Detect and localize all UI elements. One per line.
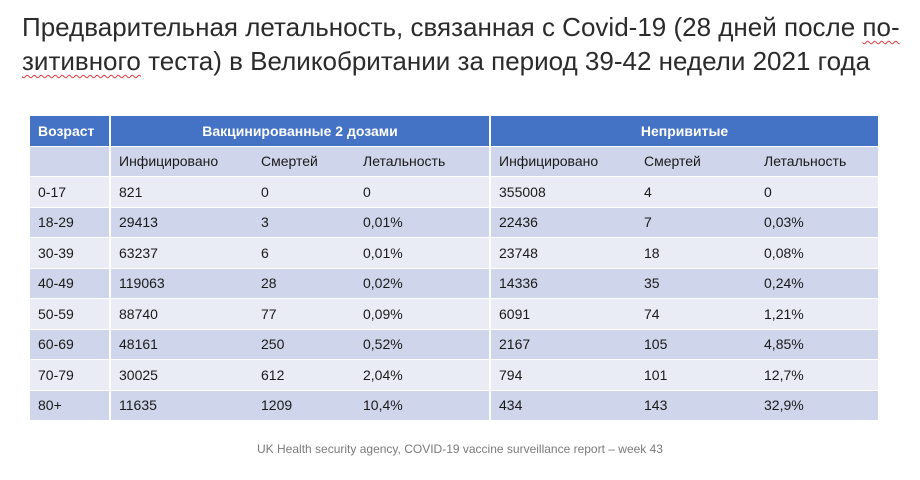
table-row: 30-39 63237 6 0,01% 23748 18 0,08%: [30, 237, 879, 269]
unvaccinated-deaths-cell: 4: [636, 176, 757, 208]
vaccinated-lethality-cell: 0,01%: [355, 237, 492, 269]
empty-header-cell: [30, 146, 111, 177]
unvaccinated-deaths-cell: 101: [636, 359, 757, 391]
unvaccinated-lethality-cell: 32,9%: [756, 390, 879, 421]
title-line-1: Предварительная летальность, связанная с…: [22, 10, 902, 44]
vaccinated-lethality-cell: 0,02%: [355, 268, 492, 299]
unvaccinated-lethality-cell: 0: [756, 176, 879, 208]
vaccinated-infected-header: Инфицировано: [110, 146, 253, 177]
unvaccinated-lethality-cell: 12,7%: [756, 359, 879, 391]
title-hyphenated-word: по-: [862, 12, 900, 42]
unvaccinated-infected-cell: 6091: [490, 298, 637, 330]
vaccinated-lethality-cell: 0,01%: [355, 207, 492, 238]
table-row: 50-59 88740 77 0,09% 6091 74 1,21%: [30, 298, 879, 330]
source-caption: UK Health security agency, COVID-19 vacc…: [257, 442, 663, 456]
unvaccinated-deaths-cell: 18: [636, 237, 757, 269]
unvaccinated-infected-cell: 794: [490, 359, 637, 391]
vaccinated-lethality-cell: 10,4%: [355, 390, 492, 421]
unvaccinated-lethality-cell: 4,85%: [756, 329, 879, 360]
age-cell: 30-39: [30, 237, 111, 269]
unvaccinated-infected-header: Инфицировано: [490, 146, 637, 177]
vaccinated-infected-cell: 11635: [110, 390, 253, 421]
unvaccinated-deaths-cell: 35: [636, 268, 757, 299]
table-row: 70-79 30025 612 2,04% 794 101 12,7%: [30, 359, 879, 391]
unvaccinated-deaths-header: Смертей: [636, 146, 757, 177]
unvaccinated-lethality-cell: 0,08%: [756, 237, 879, 269]
vaccinated-lethality-cell: 0,52%: [355, 329, 492, 360]
table-column-header-row: Инфицировано Смертей Летальность Инфицир…: [30, 146, 879, 177]
vaccinated-infected-cell: 821: [110, 176, 253, 208]
vaccinated-lethality-header: Летальность: [355, 146, 492, 177]
unvaccinated-infected-cell: 23748: [490, 237, 637, 269]
title-text: Предварительная летальность, связанная с…: [22, 12, 863, 42]
page-title: Предварительная летальность, связанная с…: [22, 10, 902, 78]
unvaccinated-infected-cell: 22436: [490, 207, 637, 238]
vaccinated-deaths-cell: 77: [253, 298, 355, 330]
lethality-table: Возраст Вакцинированные 2 дозами Неприви…: [30, 116, 879, 421]
vaccinated-infected-cell: 48161: [110, 329, 253, 360]
unvaccinated-deaths-cell: 7: [636, 207, 757, 238]
title-line-2: зитивного теста) в Великобритании за пер…: [22, 44, 902, 78]
age-cell: 60-69: [30, 329, 111, 360]
age-cell: 18-29: [30, 207, 111, 238]
title-hyphenated-word: зитивного: [22, 46, 141, 76]
vaccinated-group-header: Вакцинированные 2 дозами: [110, 116, 492, 147]
vaccinated-deaths-header: Смертей: [253, 146, 355, 177]
unvaccinated-group-header: Непривитые: [490, 116, 879, 147]
vaccinated-infected-cell: 119063: [110, 268, 253, 299]
table-group-header-row: Возраст Вакцинированные 2 дозами Неприви…: [30, 116, 879, 147]
table-row: 80+ 11635 1209 10,4% 434 143 32,9%: [30, 390, 879, 421]
vaccinated-lethality-cell: 0,09%: [355, 298, 492, 330]
age-cell: 50-59: [30, 298, 111, 330]
vaccinated-infected-cell: 88740: [110, 298, 253, 330]
vaccinated-deaths-cell: 612: [253, 359, 355, 391]
vaccinated-deaths-cell: 6: [253, 237, 355, 269]
unvaccinated-lethality-cell: 0,24%: [756, 268, 879, 299]
unvaccinated-infected-cell: 434: [490, 390, 637, 421]
vaccinated-deaths-cell: 250: [253, 329, 355, 360]
vaccinated-deaths-cell: 0: [253, 176, 355, 208]
unvaccinated-deaths-cell: 143: [636, 390, 757, 421]
table-row: 18-29 29413 3 0,01% 22436 7 0,03%: [30, 207, 879, 238]
vaccinated-infected-cell: 29413: [110, 207, 253, 238]
age-cell: 40-49: [30, 268, 111, 299]
unvaccinated-deaths-cell: 105: [636, 329, 757, 360]
table-row: 0-17 821 0 0 355008 4 0: [30, 176, 879, 208]
vaccinated-lethality-cell: 0: [355, 176, 492, 208]
table-row: 60-69 48161 250 0,52% 2167 105 4,85%: [30, 329, 879, 360]
vaccinated-infected-cell: 30025: [110, 359, 253, 391]
vaccinated-deaths-cell: 1209: [253, 390, 355, 421]
age-cell: 0-17: [30, 176, 111, 208]
age-header: Возраст: [30, 116, 111, 147]
unvaccinated-lethality-cell: 1,21%: [756, 298, 879, 330]
table-row: 40-49 119063 28 0,02% 14336 35 0,24%: [30, 268, 879, 299]
vaccinated-deaths-cell: 28: [253, 268, 355, 299]
unvaccinated-infected-cell: 2167: [490, 329, 637, 360]
unvaccinated-lethality-cell: 0,03%: [756, 207, 879, 238]
title-text: теста) в Великобритании за период 39-42 …: [140, 46, 871, 76]
unvaccinated-infected-cell: 14336: [490, 268, 637, 299]
age-cell: 80+: [30, 390, 111, 421]
vaccinated-lethality-cell: 2,04%: [355, 359, 492, 391]
vaccinated-deaths-cell: 3: [253, 207, 355, 238]
unvaccinated-infected-cell: 355008: [490, 176, 637, 208]
unvaccinated-deaths-cell: 74: [636, 298, 757, 330]
age-cell: 70-79: [30, 359, 111, 391]
unvaccinated-lethality-header: Летальность: [756, 146, 879, 177]
vaccinated-infected-cell: 63237: [110, 237, 253, 269]
